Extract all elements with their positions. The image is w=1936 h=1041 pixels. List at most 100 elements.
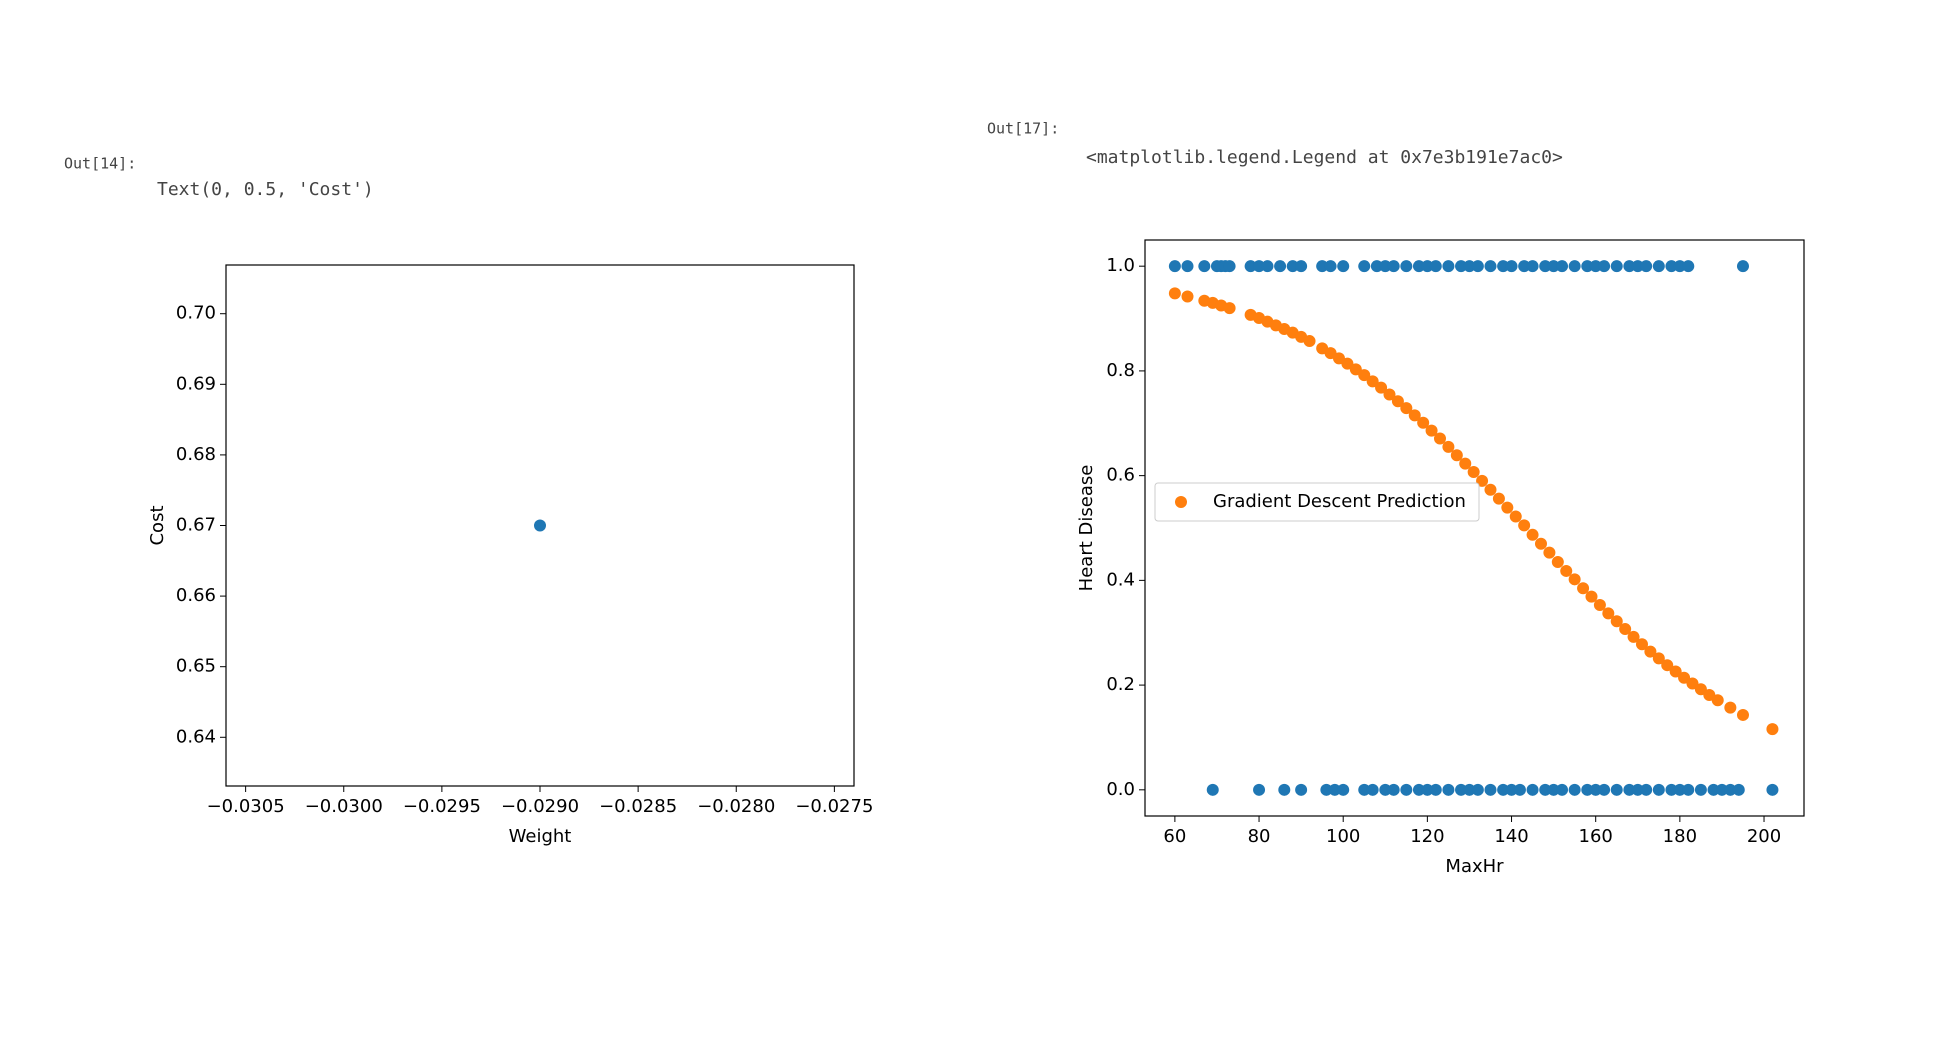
legend-label: Gradient Descent Prediction	[1213, 491, 1466, 512]
out-text: Text(0, 0.5, 'Cost')	[157, 179, 374, 200]
point	[1724, 783, 1737, 796]
point	[1471, 260, 1484, 273]
point	[1337, 260, 1350, 273]
point	[1505, 783, 1518, 796]
point	[1274, 260, 1287, 273]
point	[1400, 783, 1413, 796]
point	[1631, 260, 1644, 273]
point	[1429, 260, 1442, 273]
point	[1534, 537, 1547, 550]
point	[1640, 783, 1653, 796]
point	[1379, 260, 1392, 273]
x-tick-label: 160	[1579, 826, 1613, 847]
point	[1644, 645, 1657, 658]
y-tick-label: 0.4	[1106, 569, 1135, 590]
y-tick-label: 0.69	[176, 373, 216, 394]
point	[1682, 260, 1695, 273]
point	[1589, 783, 1602, 796]
point	[1476, 474, 1489, 487]
point	[1585, 590, 1598, 603]
plot-frame	[1144, 239, 1805, 817]
point	[1652, 652, 1665, 665]
point	[1442, 783, 1455, 796]
point	[1341, 357, 1354, 370]
point	[1286, 260, 1299, 273]
point	[1715, 783, 1728, 796]
point	[1640, 260, 1653, 273]
point	[1635, 638, 1648, 651]
x-tick-label: −0.0300	[305, 796, 383, 817]
point	[1665, 783, 1678, 796]
point	[1652, 260, 1665, 273]
point	[1619, 623, 1632, 636]
point	[1463, 260, 1476, 273]
point	[1589, 260, 1602, 273]
point	[1316, 260, 1329, 273]
point	[1223, 302, 1236, 315]
point	[1560, 564, 1573, 577]
point	[1598, 783, 1611, 796]
point	[1736, 260, 1749, 273]
out-text: <matplotlib.legend.Legend at 0x7e3b191e7…	[1086, 147, 1563, 168]
point	[1391, 395, 1404, 408]
point	[1568, 260, 1581, 273]
x-tick-label: 100	[1326, 826, 1360, 847]
y-tick-label: 0.68	[176, 444, 216, 465]
point	[1375, 381, 1388, 394]
point	[1673, 260, 1686, 273]
point	[1433, 432, 1446, 445]
point	[1383, 388, 1396, 401]
point	[1724, 701, 1737, 714]
x-tick-label: −0.0280	[697, 796, 775, 817]
x-tick-label: 120	[1410, 826, 1444, 847]
point	[1547, 783, 1560, 796]
point	[1358, 783, 1371, 796]
point	[1358, 260, 1371, 273]
point	[1652, 783, 1665, 796]
point	[1711, 694, 1724, 707]
point	[1631, 783, 1644, 796]
point	[1766, 723, 1779, 736]
point	[1678, 671, 1691, 684]
point	[1577, 582, 1590, 595]
point	[1539, 260, 1552, 273]
point	[1736, 708, 1749, 721]
point	[1471, 783, 1484, 796]
y-axis-label: Cost	[147, 505, 168, 545]
point	[1366, 783, 1379, 796]
x-tick-label: −0.0295	[403, 796, 481, 817]
point	[534, 519, 546, 532]
point	[1581, 783, 1594, 796]
point	[1324, 260, 1337, 273]
point	[1732, 783, 1745, 796]
point	[1206, 783, 1219, 796]
x-axis-label: Weight	[509, 826, 572, 847]
y-axis-label: Heart Disease	[1076, 465, 1097, 592]
point	[1547, 260, 1560, 273]
point	[1694, 683, 1707, 696]
point	[1484, 783, 1497, 796]
x-tick-label: −0.0275	[795, 796, 873, 817]
point	[1387, 783, 1400, 796]
point	[1328, 783, 1341, 796]
point	[1623, 783, 1636, 796]
point	[1181, 260, 1194, 273]
y-tick-label: 0.64	[176, 726, 216, 747]
point	[1593, 598, 1606, 611]
point	[1568, 573, 1581, 586]
y-tick-label: 0.65	[176, 656, 216, 677]
point	[1661, 659, 1674, 672]
point	[1181, 290, 1194, 303]
point	[1665, 260, 1678, 273]
out-prompt: Out[14]:	[64, 155, 136, 173]
point	[1198, 260, 1211, 273]
point	[1602, 607, 1615, 620]
x-tick-label: 80	[1248, 826, 1271, 847]
point	[1366, 375, 1379, 388]
point	[1425, 424, 1438, 437]
point	[1455, 260, 1468, 273]
point	[1303, 335, 1316, 348]
point	[1505, 260, 1518, 273]
